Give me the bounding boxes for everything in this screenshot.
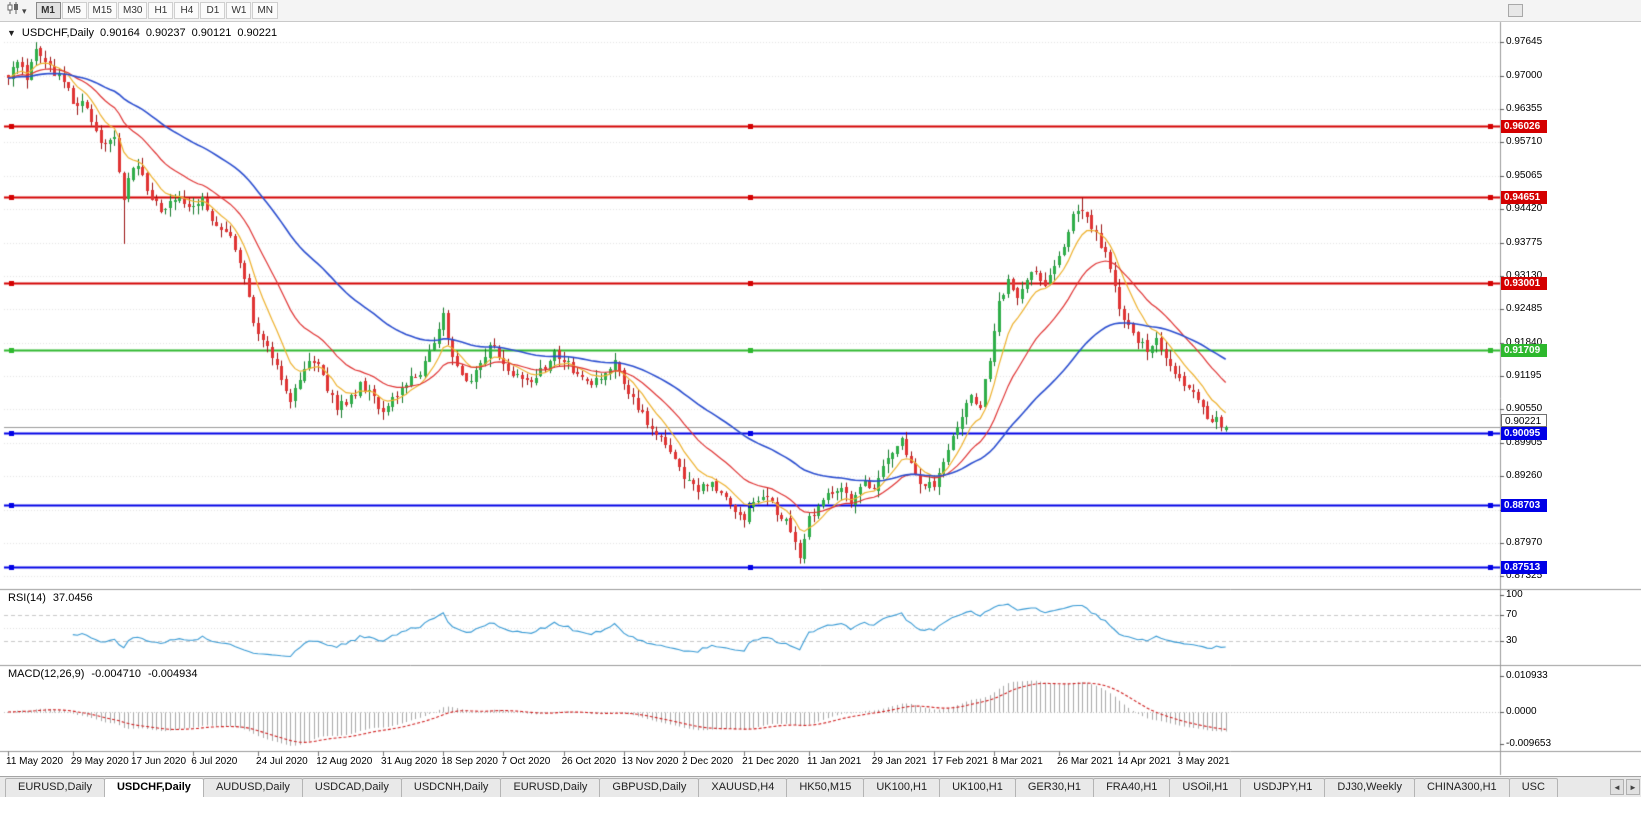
chart-tab-GBPUSD-Daily[interactable]: GBPUSD,Daily bbox=[599, 778, 700, 797]
timeframe-button-M5[interactable]: M5 bbox=[61, 2, 87, 19]
chart-tab-UK100-H1[interactable]: UK100,H1 bbox=[939, 778, 1016, 797]
chart-tab-XAUUSD-H4[interactable]: XAUUSD,H4 bbox=[698, 778, 788, 797]
chart-tab-CHINA300-H1[interactable]: CHINA300,H1 bbox=[1413, 778, 1510, 797]
toolbar: ▾ M1 M5 M15 M30 H1 H4 D1 W1 MN bbox=[0, 0, 1641, 22]
chart-tab-DJ30-Weekly[interactable]: DJ30,Weekly bbox=[1324, 778, 1415, 797]
timeframe-button-H4[interactable]: H4 bbox=[174, 2, 200, 19]
chart-tab-FRA40-H1[interactable]: FRA40,H1 bbox=[1093, 778, 1171, 797]
chart-tab-HK50-M15[interactable]: HK50,M15 bbox=[786, 778, 865, 797]
chart-tab-GER30-H1[interactable]: GER30,H1 bbox=[1014, 778, 1095, 797]
chart-tab-USDCAD-Daily[interactable]: USDCAD,Daily bbox=[301, 778, 402, 797]
chevron-down-icon: ▾ bbox=[22, 5, 27, 16]
chart-tab-USOil-H1[interactable]: USOil,H1 bbox=[1169, 778, 1242, 797]
price-axis[interactable] bbox=[1500, 22, 1641, 775]
timeframe-button-M15[interactable]: M15 bbox=[87, 2, 117, 19]
chart-type-button[interactable]: ▾ bbox=[3, 2, 30, 20]
date-axis[interactable] bbox=[0, 751, 1500, 775]
chart-tab-EURUSD-Daily[interactable]: EURUSD,Daily bbox=[500, 778, 601, 797]
timeframe-button-group: M1 M5 M15 M30 H1 H4 D1 W1 MN bbox=[35, 2, 278, 19]
tab-scroll-right-icon[interactable]: ► bbox=[1626, 779, 1640, 795]
window-control-button[interactable] bbox=[1508, 4, 1523, 17]
chart-tab-USDJPY-H1[interactable]: USDJPY,H1 bbox=[1240, 778, 1326, 797]
timeframe-button-H1[interactable]: H1 bbox=[148, 2, 174, 19]
chart-tab-EURUSD-Daily[interactable]: EURUSD,Daily bbox=[5, 778, 105, 797]
chart-tab-USDCNH-Daily[interactable]: USDCNH,Daily bbox=[400, 778, 502, 797]
timeframe-button-D1[interactable]: D1 bbox=[200, 2, 226, 19]
candlestick-chart-icon bbox=[6, 1, 20, 20]
chart-tab-UK100-H1[interactable]: UK100,H1 bbox=[863, 778, 941, 797]
timeframe-button-M1[interactable]: M1 bbox=[35, 2, 61, 19]
tab-scroll-left-icon[interactable]: ◄ bbox=[1610, 779, 1624, 795]
timeframe-button-M30[interactable]: M30 bbox=[117, 2, 148, 19]
chart-tab-bar: EURUSD,Daily USDCHF,Daily AUDUSD,Daily USDC… bbox=[0, 776, 1641, 797]
timeframe-button-W1[interactable]: W1 bbox=[226, 2, 252, 19]
chart-tab-AUDUSD-Daily[interactable]: AUDUSD,Daily bbox=[202, 778, 303, 797]
timeframe-button-MN[interactable]: MN bbox=[252, 2, 278, 19]
chart-tab-USDCHF-Daily[interactable]: USDCHF,Daily bbox=[103, 778, 204, 797]
chart-tab-USC[interactable]: USC bbox=[1508, 778, 1558, 797]
